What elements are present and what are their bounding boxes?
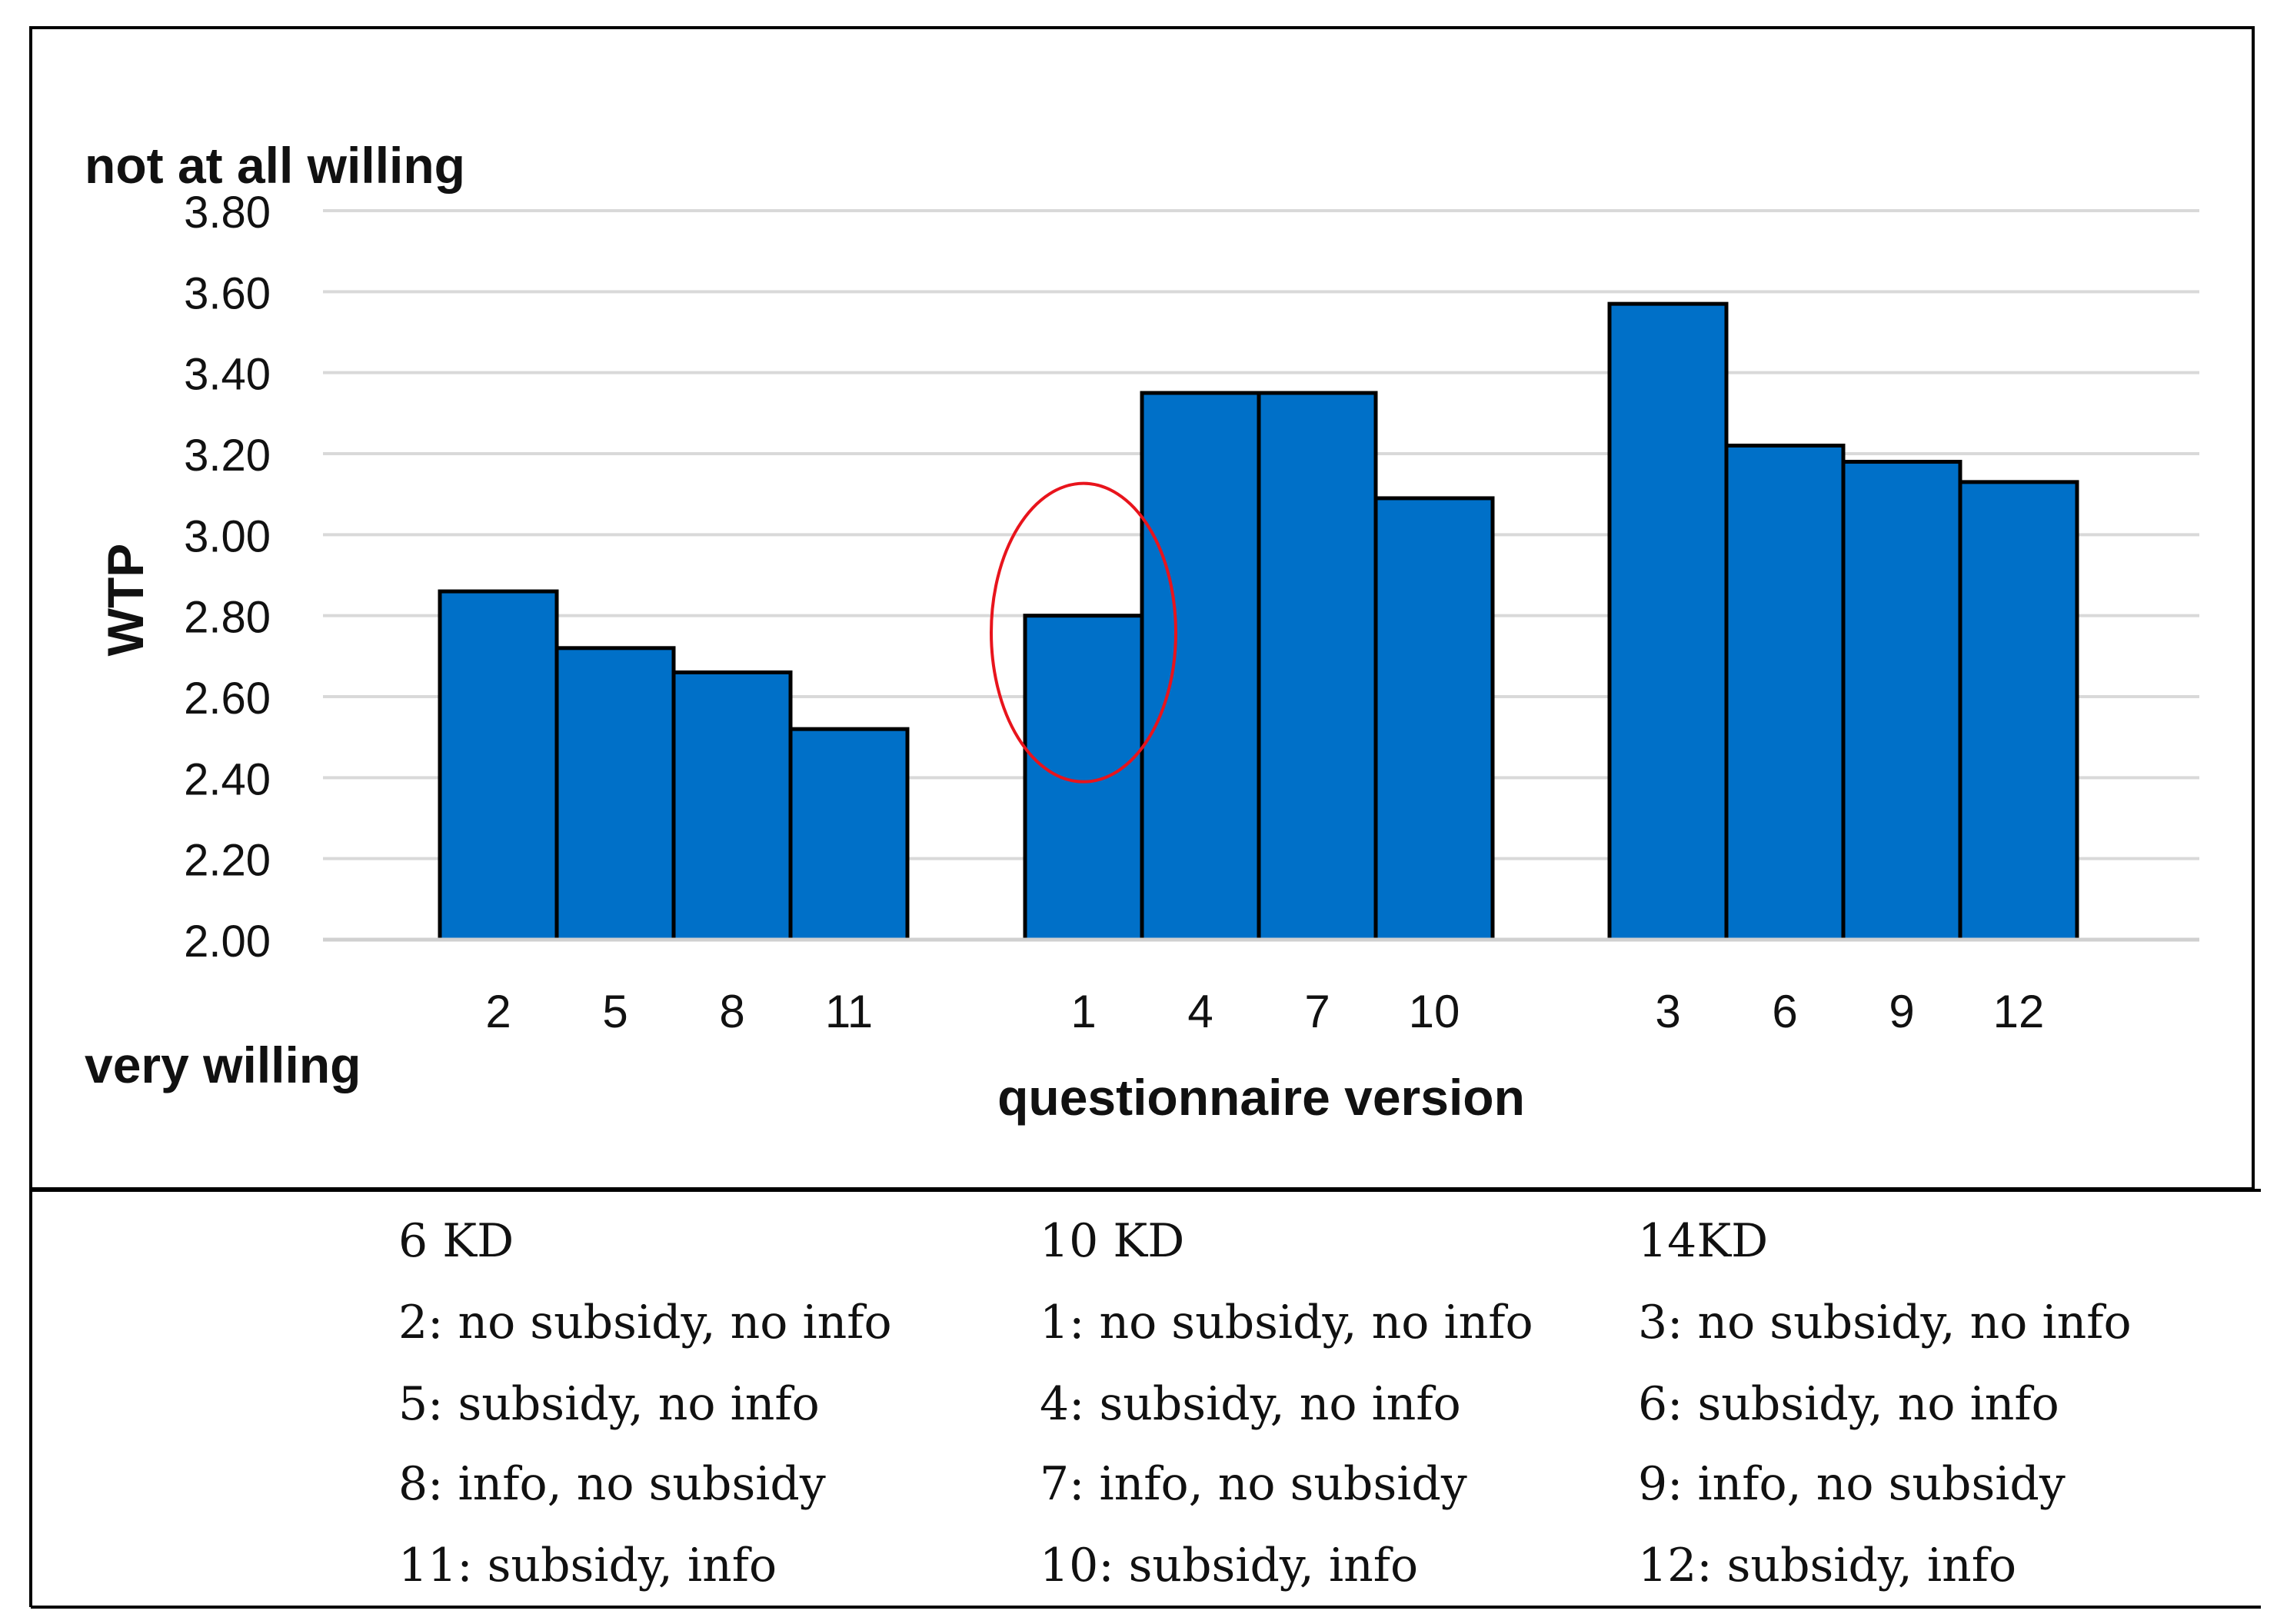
bar xyxy=(438,589,559,942)
y-tick-label: 2.60 xyxy=(184,674,271,724)
x-tick-label: 12 xyxy=(1993,986,2045,1037)
legend-item: 1: no subsidy, no info xyxy=(1040,1296,1533,1349)
bar xyxy=(1841,460,1962,942)
highlight-ellipse xyxy=(990,481,1177,784)
legend-item: 12: subsidy, info xyxy=(1638,1539,2016,1592)
legend-heading: 10 KD xyxy=(1040,1214,1184,1268)
y-tick-label: 3.40 xyxy=(184,350,271,400)
x-tick-label: 4 xyxy=(1187,986,1213,1037)
bar xyxy=(1607,301,1729,942)
bars xyxy=(438,301,2079,942)
y-tick-labels: 2.00 2.20 2.40 2.60 2.80 3.00 3.20 3.40 3.60 3.80 xyxy=(184,188,271,967)
legend-item: 11: subsidy, info xyxy=(398,1539,777,1592)
y-top-annotation: not at all willing xyxy=(85,137,465,194)
legend-item: 6: subsidy, no info xyxy=(1638,1377,2059,1431)
legend-heading: 14KD xyxy=(1638,1214,1768,1268)
legend-column-14kd: 14KD 3: no subsidy, no info 6: subsidy, … xyxy=(1638,1214,2132,1592)
legend-heading: 6 KD xyxy=(398,1214,514,1268)
legend-column-6kd: 6 KD 2: no subsidy, no info 5: subsidy, … xyxy=(398,1214,892,1592)
bar xyxy=(1023,614,1144,942)
legend-column-10kd: 10 KD 1: no subsidy, no info 4: subsidy,… xyxy=(1040,1214,1533,1592)
bar xyxy=(554,646,676,942)
x-tick-label: 11 xyxy=(825,986,873,1037)
x-tick-label: 7 xyxy=(1304,986,1330,1037)
bar xyxy=(671,670,793,942)
bar xyxy=(1140,391,1261,942)
x-tick-labels: 2 5 8 11 1 4 7 10 3 6 9 12 xyxy=(485,986,2044,1037)
legend-item: 5: subsidy, no info xyxy=(398,1377,820,1431)
bar xyxy=(1257,391,1378,942)
y-tick-label: 3.80 xyxy=(184,188,271,238)
legend: 6 KD 2: no subsidy, no info 5: subsidy, … xyxy=(398,1214,2132,1592)
x-tick-label: 10 xyxy=(1409,986,1460,1037)
legend-item: 7: info, no subsidy xyxy=(1040,1457,1467,1511)
y-tick-label: 3.00 xyxy=(184,511,271,561)
y-tick-label: 3.60 xyxy=(184,268,271,318)
y-tick-label: 2.00 xyxy=(184,917,271,967)
legend-item: 9: info, no subsidy xyxy=(1638,1457,2066,1511)
legend-item: 8: info, no subsidy xyxy=(398,1457,826,1511)
bar xyxy=(1724,443,1846,942)
x-tick-label: 6 xyxy=(1772,986,1797,1037)
legend-item: 10: subsidy, info xyxy=(1040,1539,1418,1592)
x-axis-label: questionnaire version xyxy=(997,1069,1525,1126)
x-tick-label: 8 xyxy=(719,986,744,1037)
y-tick-label: 2.40 xyxy=(184,754,271,804)
y-axis-label: WTP xyxy=(97,544,154,657)
legend-item: 2: no subsidy, no info xyxy=(398,1296,892,1349)
y-tick-label: 3.20 xyxy=(184,431,271,481)
x-tick-label: 5 xyxy=(602,986,628,1037)
bar xyxy=(1958,480,2079,942)
x-tick-label: 9 xyxy=(1889,986,1914,1037)
legend-item: 3: no subsidy, no info xyxy=(1638,1296,2132,1349)
bar xyxy=(788,727,910,942)
x-tick-label: 2 xyxy=(485,986,511,1037)
bar xyxy=(1373,496,1495,942)
legend-item: 4: subsidy, no info xyxy=(1040,1377,1461,1431)
x-tick-label: 3 xyxy=(1655,986,1680,1037)
x-tick-label: 1 xyxy=(1070,986,1096,1037)
y-bottom-annotation: very willing xyxy=(85,1037,361,1093)
y-tick-label: 2.20 xyxy=(184,836,271,886)
y-tick-label: 2.80 xyxy=(184,593,271,643)
